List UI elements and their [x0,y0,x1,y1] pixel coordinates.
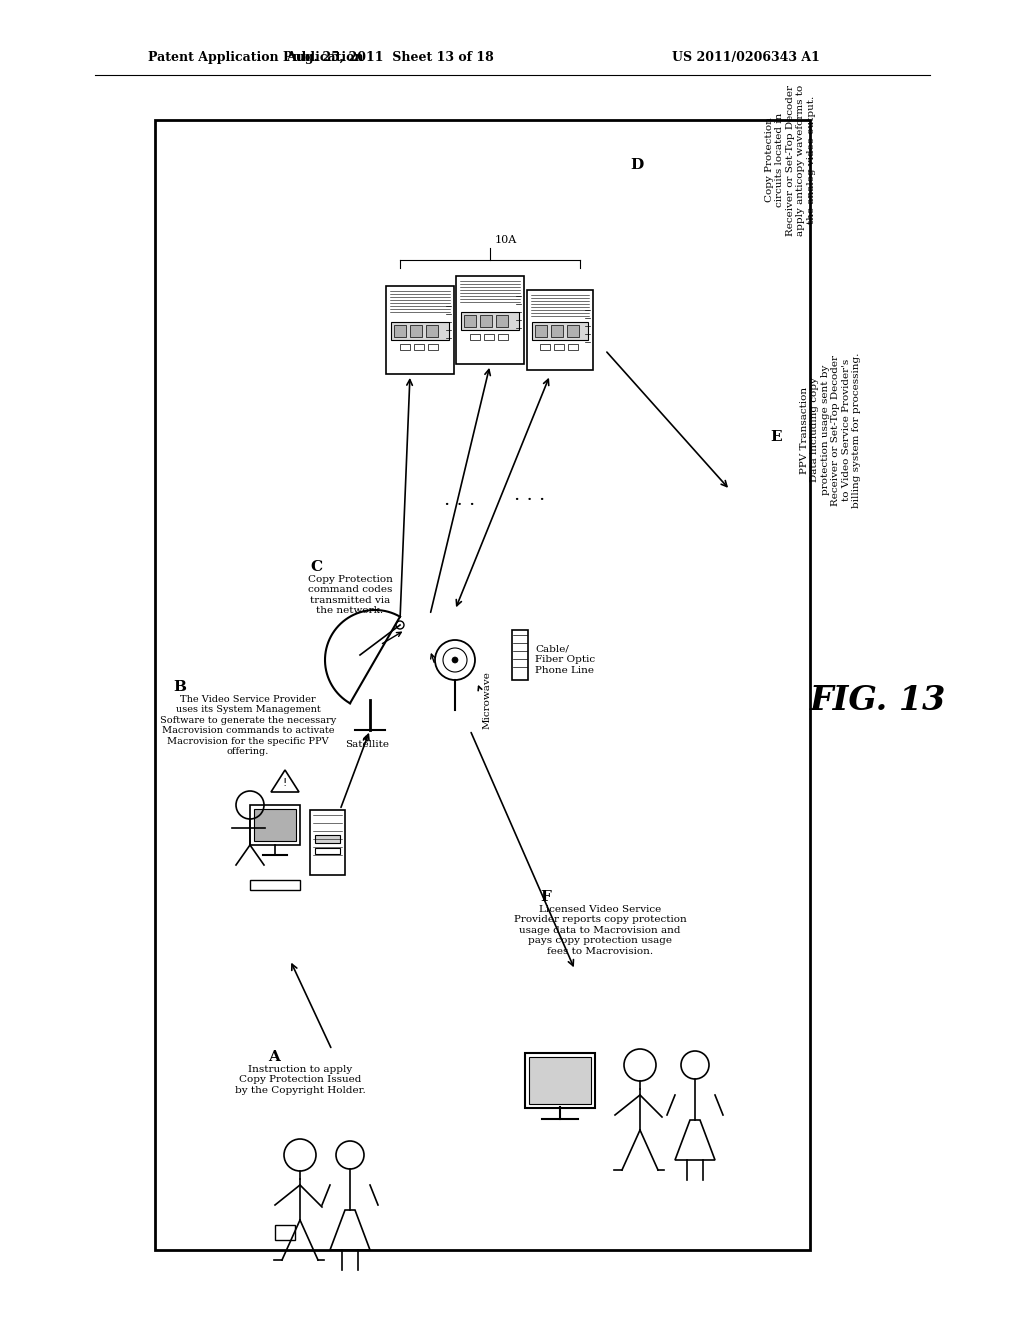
Bar [410,325,422,337]
Bar [315,836,340,843]
Text: Microwave: Microwave [483,671,492,729]
Bar [540,345,550,350]
Bar [315,847,340,854]
Text: . . .: . . . [444,491,475,510]
Text: Instruction to apply
Copy Protection Issued
by the Copyright Holder.: Instruction to apply Copy Protection Iss… [234,1065,366,1094]
Bar [567,325,579,337]
Bar [551,325,563,337]
Circle shape [452,657,458,663]
Text: Copy Protection
circuits located in
Receiver or Set-Top Decoder
apply anticopy w: Copy Protection circuits located in Rece… [765,84,815,236]
Bar [428,345,438,350]
Bar [394,325,406,337]
Text: US 2011/0206343 A1: US 2011/0206343 A1 [672,51,820,65]
Bar [532,322,588,341]
Text: The Video Service Provider
uses its System Management
Software to generate the n: The Video Service Provider uses its Syst… [160,696,336,756]
Bar [250,880,300,890]
Text: . . .: . . . [514,486,546,504]
Bar [464,315,476,327]
Text: !: ! [283,777,287,788]
Bar [554,345,564,350]
Text: F: F [540,890,551,904]
Bar [400,345,410,350]
Text: E: E [770,430,781,444]
Bar [470,334,480,341]
Bar [535,325,547,337]
Text: Patent Application Publication: Patent Application Publication [148,51,364,65]
Bar [512,630,528,680]
Bar [568,345,578,350]
Bar [386,286,454,374]
Bar [496,315,508,327]
Text: FIG. 13: FIG. 13 [810,684,946,717]
Text: Aug. 25, 2011  Sheet 13 of 18: Aug. 25, 2011 Sheet 13 of 18 [286,51,494,65]
Bar [456,276,524,364]
Text: B: B [173,680,186,694]
Text: Copy Protection
command codes
transmitted via
the network.: Copy Protection command codes transmitte… [307,576,392,615]
Bar [414,345,424,350]
Bar [254,809,296,841]
Text: Licensed Video Service
Provider reports copy protection
usage data to Macrovisio: Licensed Video Service Provider reports … [514,906,686,956]
Bar [498,334,508,341]
Bar [480,315,492,327]
Bar [484,334,494,341]
Bar [391,322,449,341]
Bar [529,1057,591,1104]
Text: D: D [630,158,643,172]
Bar [461,312,519,330]
Text: A: A [268,1049,280,1064]
Text: C: C [310,560,323,574]
Bar [275,1225,295,1239]
Bar [527,290,593,370]
Text: PPV Transaction
Data including copy
protection usage sent by
Receiver or Set-Top: PPV Transaction Data including copy prot… [800,352,861,508]
Bar [426,325,438,337]
Text: 10A: 10A [495,235,517,246]
Bar [250,805,300,845]
Bar [155,120,810,1250]
Bar [310,810,345,875]
Bar [525,1053,595,1107]
Text: Cable/
Fiber Optic
Phone Line: Cable/ Fiber Optic Phone Line [535,645,595,675]
Text: Satellite: Satellite [345,741,389,748]
